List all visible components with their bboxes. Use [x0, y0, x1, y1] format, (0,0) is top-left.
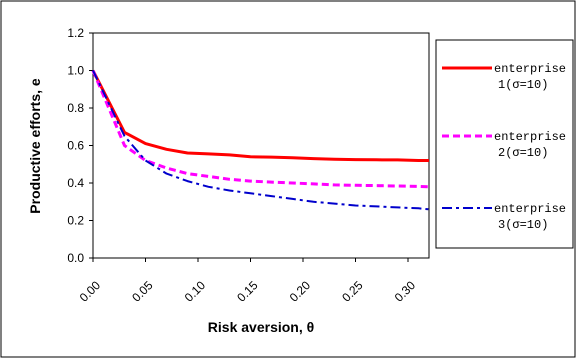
legend: enterprise 1(σ=10) enterprise 2(σ=10) enterp…: [442, 62, 566, 232]
plot-area: [92, 32, 430, 259]
y-tick-label: 1.0: [67, 64, 84, 78]
y-tick-label: 0.0: [67, 251, 84, 265]
legend-label-line2: 2(σ=10): [498, 146, 548, 160]
series-line-2: [91, 69, 430, 189]
legend-label-line2: 3(σ=10): [498, 218, 548, 232]
y-tick-label: 1.2: [67, 26, 84, 40]
legend-label-line1: enterprise: [494, 130, 566, 144]
y-axis-title: Productive efforts, e: [27, 78, 43, 214]
series-layer: [91, 69, 430, 211]
y-tick-label: 0.4: [67, 176, 84, 190]
series-line-1: [91, 69, 429, 162]
legend-label-line1: enterprise: [494, 202, 566, 216]
legend-label-line2: 1(σ=10): [498, 78, 548, 92]
series-line-3: [92, 70, 430, 211]
legend-label-line1: enterprise: [494, 62, 566, 76]
x-axis-title: Risk aversion, θ: [208, 319, 314, 335]
y-tick-label: 0.2: [67, 214, 84, 228]
legend-box: [435, 39, 574, 249]
y-tick-label: 0.6: [67, 139, 84, 153]
y-axis: 0.0 0.2 0.4 0.6 0.8 1.0 1.2: [67, 26, 93, 265]
y-tick-label: 0.8: [67, 101, 84, 115]
